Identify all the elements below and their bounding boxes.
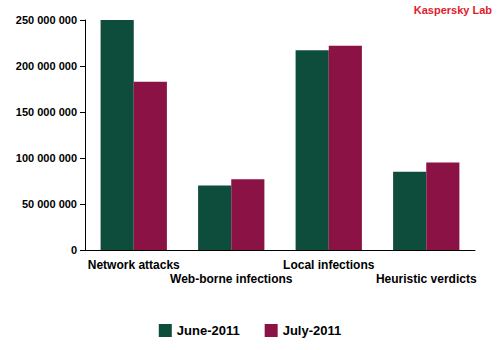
svg-text:50 000 000: 50 000 000 bbox=[22, 198, 77, 210]
svg-text:June-2011: June-2011 bbox=[177, 323, 240, 338]
svg-text:Local infections: Local infections bbox=[283, 258, 375, 272]
svg-text:250 000 000: 250 000 000 bbox=[16, 14, 77, 26]
svg-text:Web-borne infections: Web-borne infections bbox=[170, 272, 293, 286]
svg-text:150 000 000: 150 000 000 bbox=[16, 106, 77, 118]
svg-text:Heuristic verdicts: Heuristic verdicts bbox=[376, 272, 477, 286]
svg-text:Kaspersky Lab: Kaspersky Lab bbox=[414, 4, 493, 16]
svg-text:100 000 000: 100 000 000 bbox=[16, 152, 77, 164]
svg-text:0: 0 bbox=[71, 244, 77, 256]
svg-text:200 000 000: 200 000 000 bbox=[16, 60, 77, 72]
svg-text:Network attacks: Network attacks bbox=[88, 258, 180, 272]
svg-text:July-2011: July-2011 bbox=[283, 323, 342, 338]
